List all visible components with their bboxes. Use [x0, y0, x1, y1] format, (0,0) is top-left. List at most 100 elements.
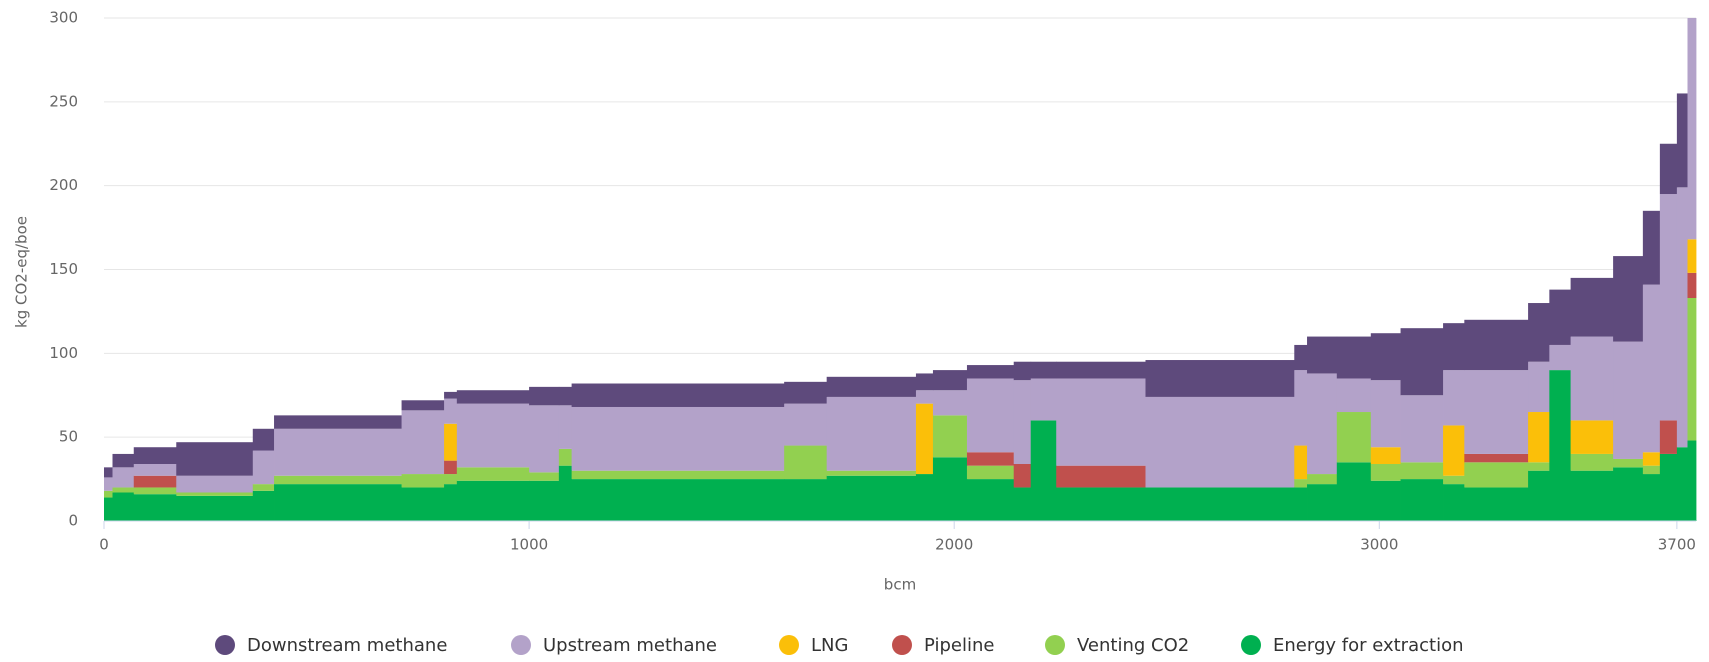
- area-segment: [1443, 323, 1465, 371]
- area-segment: [1642, 465, 1661, 475]
- area-segment: [252, 428, 275, 451]
- area-segment: [104, 490, 113, 498]
- area-segment: [915, 390, 934, 404]
- area-segment: [915, 373, 934, 391]
- area-segment: [1400, 479, 1444, 521]
- area-segment: [133, 463, 177, 476]
- area-segment: [1400, 328, 1444, 396]
- legend-swatch: [779, 635, 799, 655]
- y-tick-label: 200: [49, 176, 78, 194]
- area-segment: [1370, 480, 1401, 521]
- legend-swatch: [1045, 635, 1065, 655]
- area-segment: [966, 378, 1015, 453]
- area-segment: [571, 479, 785, 521]
- area-segment: [1687, 440, 1697, 521]
- area-segment: [444, 484, 458, 521]
- area-segment: [571, 383, 785, 407]
- area-segment: [1370, 380, 1401, 448]
- area-segment: [444, 391, 458, 399]
- area-segment: [1400, 395, 1444, 463]
- area-segment: [176, 492, 254, 496]
- y-tick-label: 50: [59, 428, 78, 446]
- area-segment: [529, 386, 560, 406]
- area-segment: [1307, 336, 1338, 374]
- area-segment: [1307, 474, 1338, 485]
- y-tick-label: 100: [49, 344, 78, 362]
- area-segment: [826, 396, 917, 471]
- area-segment: [1528, 361, 1550, 413]
- area-segment: [529, 472, 560, 481]
- area-segment: [1307, 484, 1338, 521]
- area-segment: [1294, 487, 1308, 521]
- area-segment: [401, 474, 445, 488]
- area-segment: [1294, 479, 1308, 488]
- area-segment: [1400, 462, 1444, 480]
- area-segment: [1528, 462, 1550, 471]
- area-segment: [784, 479, 828, 521]
- area-segment: [252, 484, 275, 491]
- area-segment: [252, 450, 275, 485]
- area-segment: [784, 445, 828, 480]
- area-segment: [1443, 425, 1465, 476]
- area-segment: [1676, 93, 1688, 188]
- legend-swatch: [892, 635, 912, 655]
- area-segment: [915, 474, 934, 521]
- x-tick-label: 3700: [1658, 536, 1696, 554]
- area-segment: [1056, 487, 1146, 521]
- area-segment: [274, 475, 402, 485]
- area-segment: [1570, 420, 1614, 454]
- legend-label: Downstream methane: [247, 635, 447, 656]
- area-segment: [1528, 412, 1550, 463]
- area-segment: [456, 390, 530, 404]
- legend-swatch: [215, 635, 235, 655]
- area-segment: [558, 386, 573, 406]
- area-segment: [1030, 361, 1057, 379]
- x-tick-label: 2000: [935, 536, 973, 554]
- y-axis-label: kg CO2-eq/boe: [13, 216, 31, 328]
- x-tick-label: 3000: [1360, 536, 1398, 554]
- area-segment: [784, 381, 828, 404]
- y-tick-label: 300: [49, 9, 78, 27]
- area-segment: [784, 403, 828, 446]
- area-segment: [966, 465, 1015, 480]
- area-segment: [1659, 420, 1678, 454]
- area-segment: [932, 415, 968, 458]
- legend-label: Upstream methane: [543, 635, 717, 656]
- area-segment: [826, 376, 917, 397]
- area-segment: [1443, 484, 1465, 521]
- area-segment: [112, 492, 135, 521]
- area-segment: [1294, 445, 1308, 480]
- area-segment: [1013, 380, 1032, 464]
- area-segment: [456, 480, 530, 521]
- area-segment: [274, 428, 402, 476]
- legend-swatch: [511, 635, 531, 655]
- area-segment: [966, 452, 1015, 466]
- area-segment: [176, 475, 254, 493]
- area-segment: [1642, 284, 1661, 453]
- area-segment: [558, 405, 573, 449]
- area-segment: [1687, 18, 1697, 240]
- area-segment: [1370, 447, 1401, 464]
- area-segment: [1336, 378, 1372, 413]
- area-segment: [1464, 487, 1529, 521]
- area-segment: [915, 403, 934, 475]
- legend-swatch: [1241, 635, 1261, 655]
- area-segment: [456, 467, 530, 481]
- area-segment: [133, 494, 177, 521]
- legend-label: Energy for extraction: [1273, 635, 1464, 656]
- area-segment: [274, 484, 402, 521]
- area-segment: [1294, 370, 1308, 446]
- area-segment: [1307, 373, 1338, 475]
- area-segment: [558, 448, 573, 466]
- area-segment: [571, 406, 785, 471]
- area-segment: [133, 475, 177, 488]
- area-segment: [176, 495, 254, 521]
- area-segment: [826, 470, 917, 476]
- area-segment: [1687, 298, 1697, 441]
- legend-label: LNG: [811, 635, 848, 656]
- area-segment: [1570, 277, 1614, 337]
- area-segment: [1687, 272, 1697, 299]
- area-segment: [112, 453, 135, 468]
- area-segment: [1294, 344, 1308, 371]
